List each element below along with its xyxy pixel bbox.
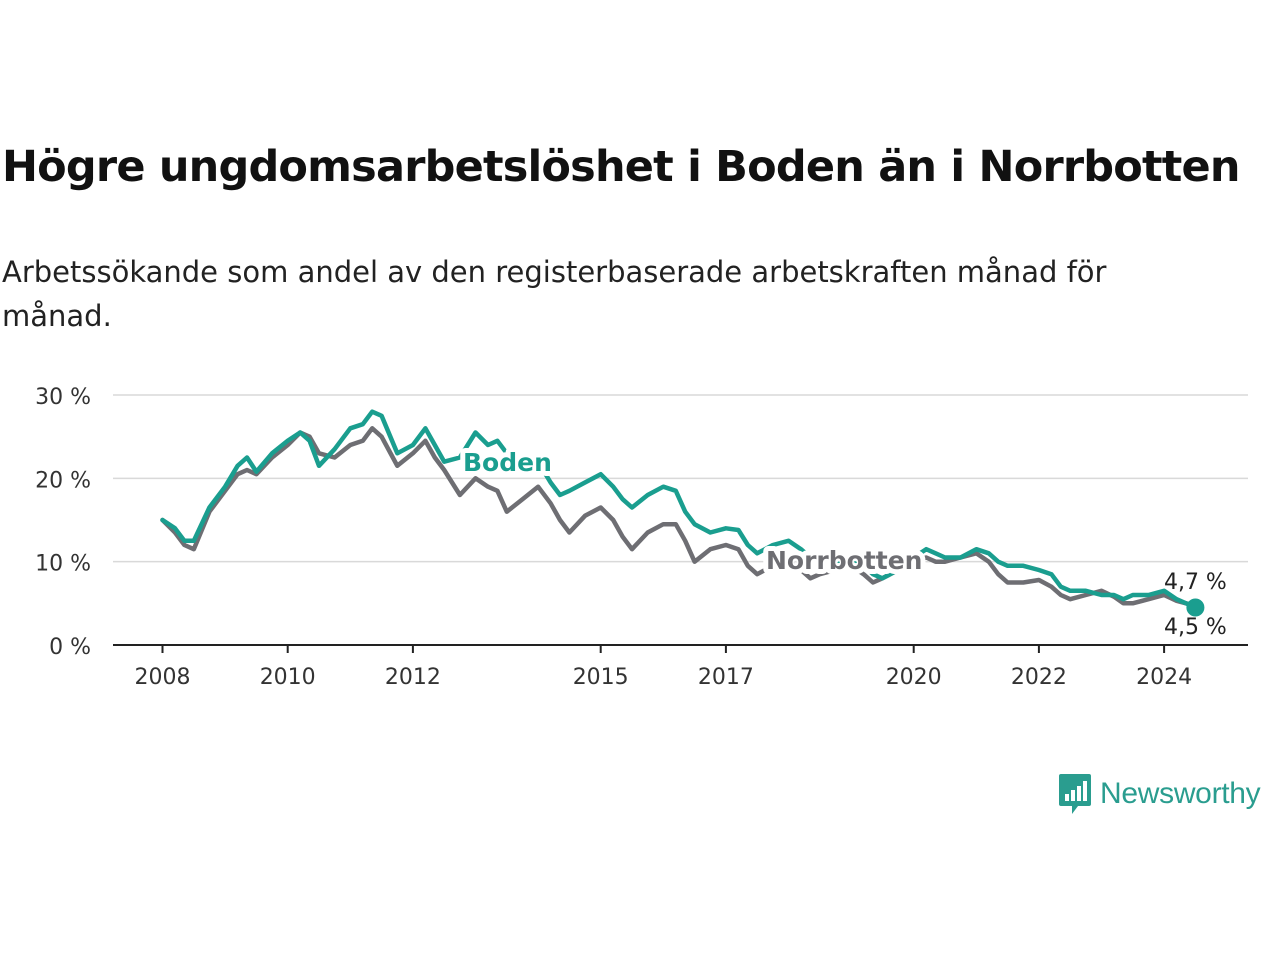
y-tick-label: 10 % <box>35 552 91 577</box>
end-value-label-norrbotten: 4,7 % <box>1164 570 1227 595</box>
brand-name: Newsworthy <box>1100 777 1261 810</box>
newsworthy-logo[interactable]: Newsworthy <box>1058 772 1261 816</box>
x-tick-label: 2017 <box>698 665 754 690</box>
chart-subtitle: Arbetssökande som andel av den registerb… <box>2 255 1107 333</box>
end-point-marker <box>1186 598 1205 617</box>
end-value-label-boden: 4,5 % <box>1164 615 1227 640</box>
newsworthy-logo-icon <box>1059 774 1091 814</box>
x-tick-label: 2010 <box>260 665 316 690</box>
x-tick-label: 2008 <box>135 665 191 690</box>
axes: 0 % 10 % 20 % 30 % 2008 2010 2012 2015 2017 2020 2… <box>35 385 1248 690</box>
series-label-norrbotten-halo: Norrbotten <box>766 546 922 575</box>
y-tick-label: 0 % <box>49 635 91 660</box>
chart-title: Högre ungdomsarbetslöshet i Boden än i N… <box>2 142 1240 192</box>
x-tick-label: 2022 <box>1011 665 1067 690</box>
series-label-boden-halo: Boden <box>463 448 552 477</box>
y-tick-label: 20 % <box>35 468 91 493</box>
x-tick-label: 2015 <box>573 665 629 690</box>
x-tick-label: 2012 <box>385 665 441 690</box>
series-label-boden: Boden <box>463 448 552 477</box>
series-line-boden <box>160 409 1198 610</box>
gridlines <box>113 394 1248 563</box>
series-line-norrbotten <box>160 426 1198 609</box>
x-tick-label: 2020 <box>886 665 942 690</box>
y-tick-label: 30 % <box>35 385 91 410</box>
series-label-norrbotten: Norrbotten <box>766 546 922 575</box>
series-lines <box>160 409 1198 610</box>
x-tick-label: 2024 <box>1136 665 1192 690</box>
